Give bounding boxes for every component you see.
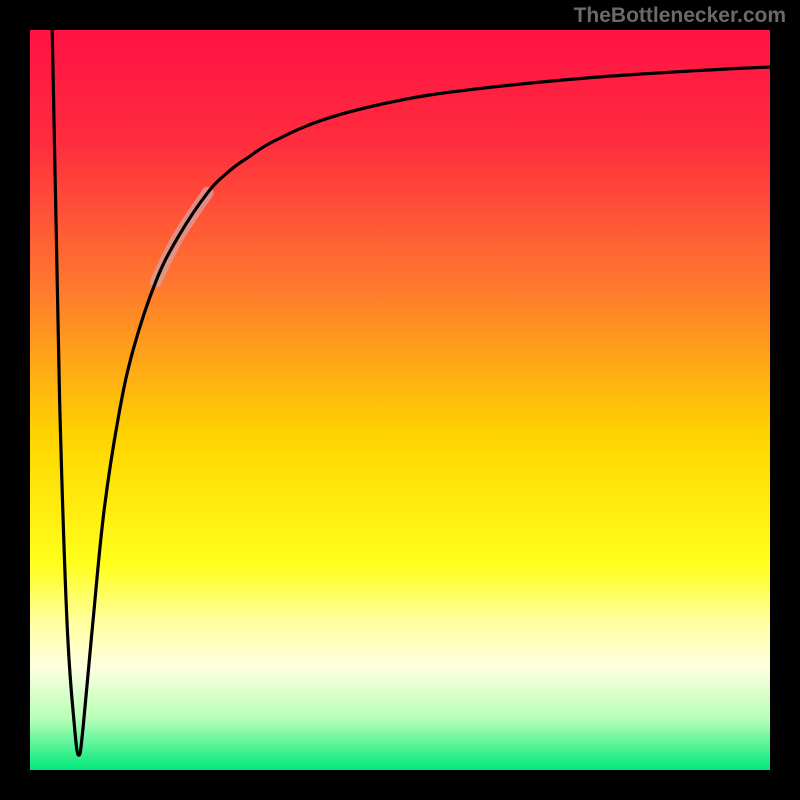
watermark-text: TheBottlenecker.com [574,4,786,28]
main-curve [52,30,770,755]
curve-highlight-segment [156,193,208,282]
plot-area [30,30,770,770]
chart-svg [30,30,770,770]
